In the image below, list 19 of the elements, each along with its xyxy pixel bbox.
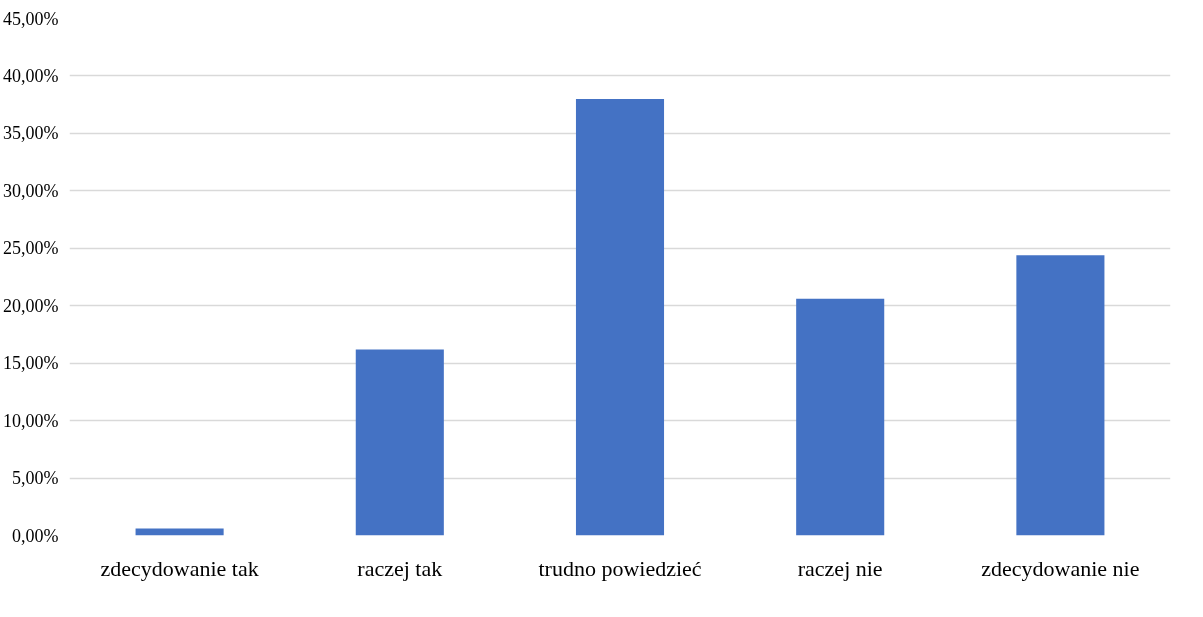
x-tick-label: zdecydowanie tak <box>100 555 259 581</box>
bar <box>355 349 444 536</box>
x-tick-label: trudno powiedzieć <box>538 555 702 581</box>
x-tick-label: raczej nie <box>797 555 883 581</box>
y-tick-label: 15,00% <box>3 353 59 374</box>
x-tick-label: zdecydowanie nie <box>981 555 1140 581</box>
y-tick-label: 20,00% <box>3 295 59 316</box>
bar <box>1016 255 1105 536</box>
bar <box>796 298 885 536</box>
y-tick-label: 45,00% <box>3 8 59 29</box>
x-tick-label: raczej tak <box>357 555 443 581</box>
y-tick-label: 35,00% <box>3 123 59 144</box>
y-tick-label: 30,00% <box>3 180 59 201</box>
y-tick-label: 0,00% <box>12 525 59 546</box>
y-tick-label: 5,00% <box>12 468 59 489</box>
y-tick-label: 40,00% <box>3 65 59 86</box>
y-tick-label: 10,00% <box>3 410 59 431</box>
y-tick-label: 25,00% <box>3 238 59 259</box>
bar <box>575 98 665 536</box>
